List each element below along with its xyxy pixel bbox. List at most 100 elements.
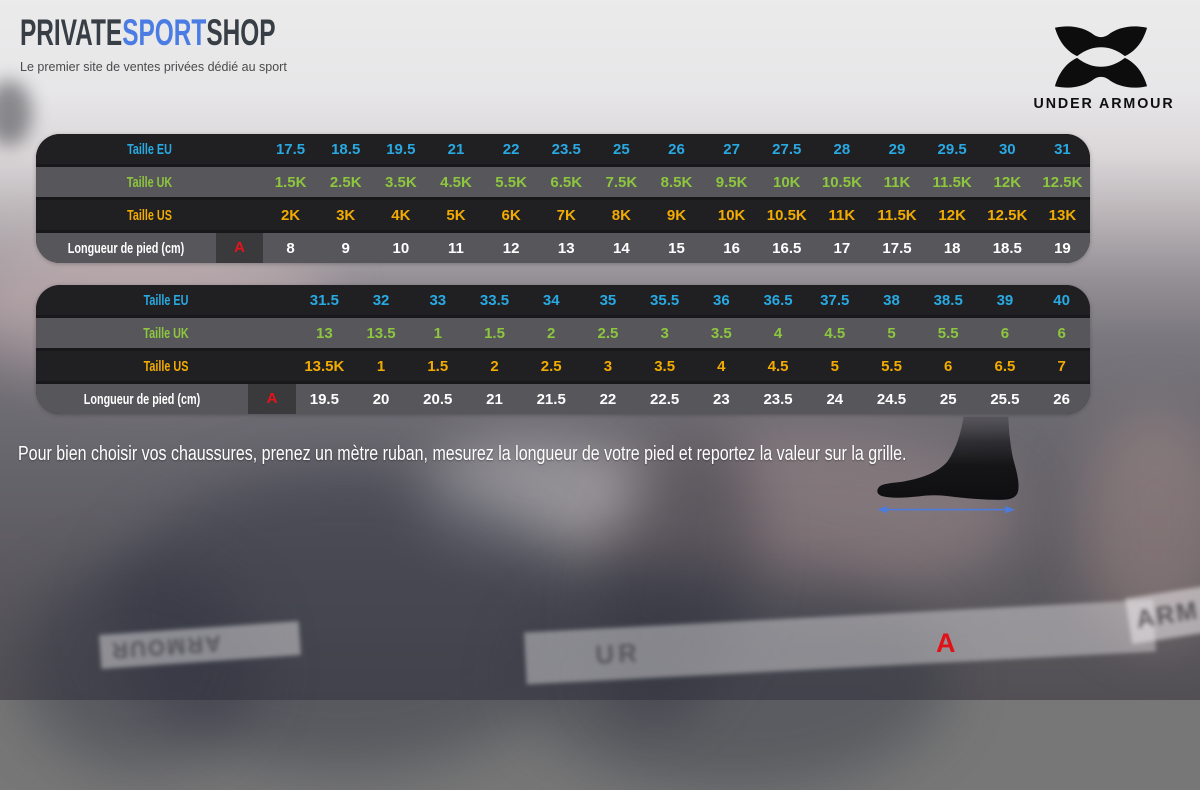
row-label: Taille UK	[126, 173, 173, 191]
size-cell: 29.5	[937, 140, 967, 158]
background-blur-shape	[420, 440, 650, 550]
foot-silhouette	[877, 416, 1019, 500]
size-cell: 17	[833, 239, 851, 257]
size-cell: 32	[372, 291, 390, 309]
size-cell: 6	[944, 357, 953, 375]
size-cell: 3.5K	[384, 173, 417, 191]
size-cell: 2	[547, 324, 556, 342]
size-cell: 31.5	[309, 291, 339, 309]
size-cell: 3.5	[710, 324, 732, 342]
size-cell: 10	[392, 239, 410, 257]
size-table-row-taille-eu: Taille EU 17.5 18.5 19.5 21 22 23.5 25 26 27 27.5 2…	[36, 134, 1090, 164]
size-table-row-taille-us: Taille US 2K 3K 4K 5K 6K 7K 8K 9K 10K 10.5K 11K 11.5…	[36, 200, 1090, 230]
size-cell: 23.5	[551, 140, 581, 158]
size-cell: 18.5	[331, 140, 361, 158]
size-cell: 10K	[717, 206, 746, 224]
size-cell: 33.5	[479, 291, 510, 309]
size-cell: 12K	[993, 173, 1022, 191]
size-cell: 25	[613, 140, 630, 158]
size-cell: 2.5	[597, 324, 619, 342]
size-cell: 23.5	[763, 390, 793, 408]
size-cell: 13	[316, 324, 333, 342]
size-cell: 5.5	[937, 324, 959, 342]
size-cell: 6.5	[994, 357, 1016, 375]
size-table-row-longueur-de-pied-cm-: Longueur de pied (cm) A 19.5 20 20.5 21 21.5 22…	[36, 384, 1090, 414]
size-cell: 19.5	[309, 390, 339, 408]
size-cell: 12K	[938, 206, 966, 224]
size-cell: 35.5	[650, 291, 680, 309]
size-table-row-taille-eu: Taille EU 31.5 32 33 33.5 34 35 35.5 36 36.5 37.5 3…	[36, 285, 1090, 315]
size-cell: 4	[773, 324, 783, 342]
size-cell: 16	[723, 239, 740, 257]
size-cell: 20.5	[423, 390, 453, 408]
under-armour-icon	[1054, 26, 1148, 88]
under-armour-wordmark: UNDER ARMOUR	[1033, 95, 1175, 112]
size-cell: 5	[887, 324, 896, 342]
size-cell: 26	[668, 140, 685, 158]
size-cell: 18	[943, 239, 961, 257]
background-blur-shape	[590, 430, 1020, 600]
size-cell: 20	[372, 390, 390, 408]
size-cell: 8	[286, 239, 295, 257]
under-armour-logo: UNDER ARMOUR	[1030, 18, 1175, 112]
size-cell: 34	[542, 291, 560, 309]
size-cell: 40	[1053, 291, 1070, 309]
size-cell: 11K	[828, 206, 856, 224]
row-label: Taille EU	[127, 140, 172, 158]
size-cell: 25	[939, 390, 957, 408]
size-cell: 9	[341, 239, 350, 257]
size-cell: 1	[433, 324, 442, 342]
size-cell: 7.5K	[605, 173, 638, 191]
size-table-row-taille-uk: Taille UK 1.5K 2.5K 3.5K 4.5K 5.5K 6.5K 7.5K 8.5…	[36, 167, 1090, 197]
foot-measurement-diagram	[877, 416, 1019, 514]
size-cell: 11.5K	[932, 173, 972, 191]
size-cell: 2.5	[540, 357, 562, 375]
size-cell: 23	[713, 390, 730, 408]
size-cell: 1.5K	[274, 173, 307, 191]
size-cell: 17.5	[882, 239, 912, 257]
row-label: Taille US	[127, 206, 172, 224]
measure-marker-a: A	[248, 384, 296, 414]
size-cell: 27	[723, 140, 740, 158]
privatesportshop-logo-text: PRIVATESPORTSHOP	[20, 12, 276, 53]
size-cell: 9.5K	[715, 173, 748, 191]
size-cell: 29	[888, 140, 906, 158]
size-cell: 2K	[280, 206, 301, 224]
instruction-text: Pour bien choisir vos chaussures, prenez…	[18, 443, 907, 465]
size-cell: 33	[429, 291, 447, 309]
row-label: Taille EU	[143, 291, 189, 309]
size-cell: 11K	[883, 173, 911, 191]
size-table-kids: Taille EU 17.5 18.5 19.5 21 22 23.5 25 26 27 27.5 2…	[36, 134, 1090, 263]
row-label: Taille US	[143, 357, 189, 375]
size-cell: 30	[998, 140, 1016, 158]
row-label: Longueur de pied (cm)	[83, 390, 201, 408]
brand-shop: SHOP	[206, 12, 276, 53]
size-cell: 4.5	[824, 324, 846, 342]
size-cell: 38	[883, 291, 900, 309]
size-cell: 4.5	[767, 357, 789, 375]
size-cell: 7	[1057, 357, 1066, 375]
size-cell: 22	[502, 140, 520, 158]
size-cell: 9K	[666, 206, 687, 224]
size-cell: 22.5	[650, 390, 680, 408]
size-cell: 31	[1054, 140, 1071, 158]
size-cell: 15	[668, 239, 685, 257]
size-cell: 25.5	[990, 390, 1020, 408]
size-table-row-taille-uk: Taille UK 13 13.5 1 1.5 2 2.5 3 3.5 4 4.5 5 5.5 6 6	[36, 318, 1090, 348]
size-cell: 2.5K	[329, 173, 362, 191]
size-cell: 36.5	[763, 291, 793, 309]
size-cell: 4.5K	[440, 173, 472, 191]
size-cell: 17.5	[275, 140, 306, 158]
size-cell: 24.5	[876, 390, 907, 408]
measure-marker-a: A	[216, 233, 263, 263]
size-cell: 19	[1054, 239, 1071, 257]
size-cell: 6.5K	[550, 173, 583, 191]
size-cell: 1.5	[427, 357, 449, 375]
size-cell: 5.5K	[495, 173, 527, 191]
size-cell: 10.5K	[821, 173, 862, 191]
size-cell: 21	[486, 390, 503, 408]
size-cell: 4K	[391, 206, 411, 224]
size-cell: 5K	[446, 206, 466, 224]
privatesportshop-logo: PRIVATESPORTSHOP Le premier site de vent…	[20, 12, 407, 74]
size-cell: 16.5	[772, 239, 802, 257]
